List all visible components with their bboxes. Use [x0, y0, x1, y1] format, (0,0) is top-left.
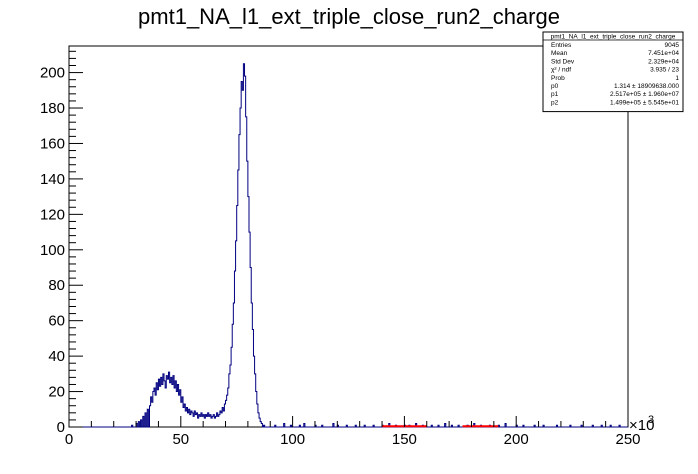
- x-tick-label: 150: [392, 431, 417, 448]
- stats-title: pmt1_NA_l1_ext_triple_close_run2_charge: [551, 34, 676, 41]
- stats-row-value: 2.329e+04: [648, 58, 679, 65]
- x-tick-label: 200: [504, 431, 529, 448]
- stats-row-label: Mean: [551, 50, 568, 57]
- stats-row-value: 3.935 / 23: [650, 67, 679, 74]
- stats-row-label: Entries: [551, 42, 572, 49]
- x-multiplier-exponent: 3: [648, 414, 654, 426]
- x-multiplier-label: ×10: [629, 417, 654, 434]
- y-tick-label: 80: [48, 277, 65, 294]
- histogram-series: [69, 63, 628, 428]
- stats-row-value: 7.451e+04: [648, 50, 679, 57]
- stats-box: pmt1_NA_l1_ext_triple_close_run2_chargeE…: [542, 31, 684, 113]
- x-tick-label: 0: [65, 431, 73, 448]
- stats-row-label: p1: [551, 91, 559, 98]
- stats-row-label: p2: [551, 99, 559, 106]
- y-tick-label: 100: [40, 242, 65, 259]
- y-tick-label: 20: [48, 384, 65, 401]
- stats-row-label: p0: [551, 83, 559, 90]
- x-tick-label: 100: [280, 431, 305, 448]
- x-tick-label: 250: [615, 431, 640, 448]
- stats-row-label: χ² / ndf: [551, 67, 571, 74]
- y-tick-label: 180: [40, 100, 65, 117]
- stats-row-value: 1: [675, 75, 679, 82]
- stats-box-frame: [542, 31, 684, 113]
- stats-row-value: 2.517e+05 ± 1.960e+07: [610, 91, 679, 98]
- y-tick-label: 60: [48, 313, 65, 330]
- chart-title: pmt1_NA_l1_ext_triple_close_run2_charge: [138, 4, 560, 29]
- y-tick-label: 140: [40, 171, 65, 188]
- stats-row-label: Std Dev: [551, 58, 575, 65]
- y-tick-label: 40: [48, 348, 65, 365]
- y-tick-label: 120: [40, 206, 65, 223]
- plot-area: 0 50 100 150 200 250 0 20 40 60 80 100 120 140 160 180 2…: [40, 45, 654, 448]
- stats-row-label: Prob: [551, 75, 565, 82]
- x-tick-label: 50: [172, 431, 189, 448]
- y-tick-label: 160: [40, 135, 65, 152]
- y-tick-label: 0: [57, 419, 65, 436]
- stats-row-value: 9045: [665, 42, 680, 49]
- stats-row-value: 1.314 ± 18909638.000: [614, 83, 679, 90]
- stats-row-value: 1.499e+05 ± 5.545e+01: [610, 99, 679, 106]
- y-tick-label: 200: [40, 65, 65, 82]
